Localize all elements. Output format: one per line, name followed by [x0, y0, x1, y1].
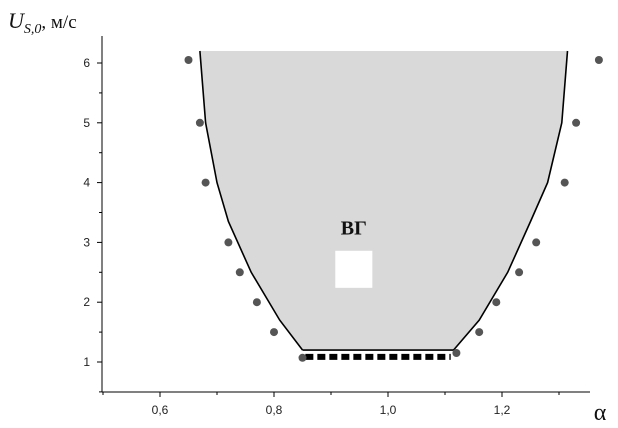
- data-point: [572, 118, 581, 127]
- x-tick-label: 0,8: [266, 403, 283, 417]
- y-tick-label: 1: [83, 355, 90, 369]
- data-point: [201, 178, 210, 187]
- y-ticks: 1 2 3 4 5 6: [83, 56, 102, 393]
- region-shape: [199, 51, 568, 350]
- data-point: [184, 56, 193, 64]
- data-point: [195, 118, 204, 127]
- plot-area: ВГ: [184, 50, 603, 362]
- axes: 1 2 3 4 5 6 0,6 0,8 1,0 1,2: [83, 36, 590, 417]
- data-point: [298, 353, 307, 362]
- data-point: [270, 328, 278, 337]
- data-points: [184, 56, 603, 362]
- data-point: [452, 349, 461, 357]
- x-ticks: 0,6 0,8 1,0 1,2: [102, 392, 560, 417]
- region-label: ВГ: [341, 217, 367, 239]
- data-point: [560, 178, 569, 187]
- x-tick-label: 0,6: [152, 403, 169, 417]
- data-point: [594, 56, 603, 64]
- data-point: [475, 328, 484, 337]
- data-point: [515, 268, 524, 277]
- data-point: [235, 268, 244, 277]
- y-tick-label: 4: [83, 176, 90, 190]
- data-point: [492, 298, 501, 307]
- x-axis-title: α: [594, 400, 607, 426]
- y-tick-label: 5: [83, 116, 90, 130]
- y-axis-title-unit: , м/с: [41, 12, 76, 33]
- white-square-marker: [335, 250, 373, 288]
- y-axis-title: US,0, м/с: [8, 8, 77, 37]
- y-tick-label: 3: [83, 235, 90, 249]
- y-axis-title-main: U: [8, 8, 26, 33]
- data-point: [224, 238, 233, 247]
- left-boundary-line: [199, 50, 304, 351]
- y-tick-label: 6: [83, 56, 90, 70]
- data-point: [532, 238, 541, 247]
- x-tick-label: 1,2: [494, 403, 511, 417]
- right-boundary-line: [452, 50, 569, 351]
- data-point: [252, 298, 261, 307]
- x-tick-label: 1,0: [380, 403, 397, 417]
- y-tick-label: 2: [83, 295, 90, 309]
- y-axis-title-sub: S,0: [24, 22, 42, 37]
